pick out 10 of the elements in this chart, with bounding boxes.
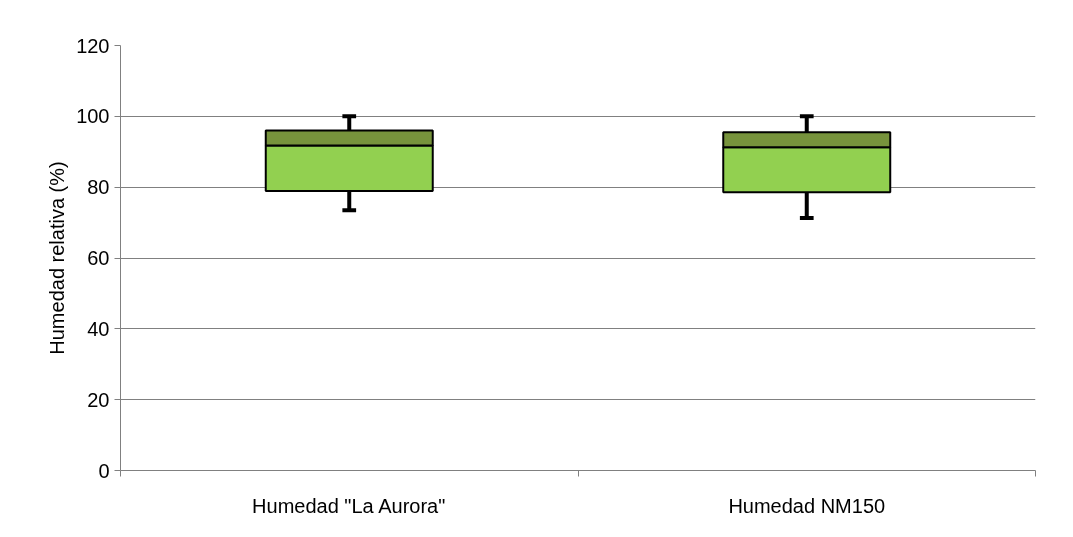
y-tick-label: 60 xyxy=(87,247,110,269)
y-tick-label: 20 xyxy=(87,388,110,411)
y-axis-title: Humedad relativa (%) xyxy=(46,161,69,355)
y-tick-label: 0 xyxy=(98,459,110,482)
y-tick-label: 80 xyxy=(87,176,110,199)
x-tick-label: Humedad "La Aurora" xyxy=(252,494,446,517)
y-tick-label: 120 xyxy=(76,34,110,57)
y-tick-label: 40 xyxy=(87,317,110,340)
y-tick-label: 100 xyxy=(76,105,110,128)
x-tick-label: Humedad NM150 xyxy=(728,494,886,517)
